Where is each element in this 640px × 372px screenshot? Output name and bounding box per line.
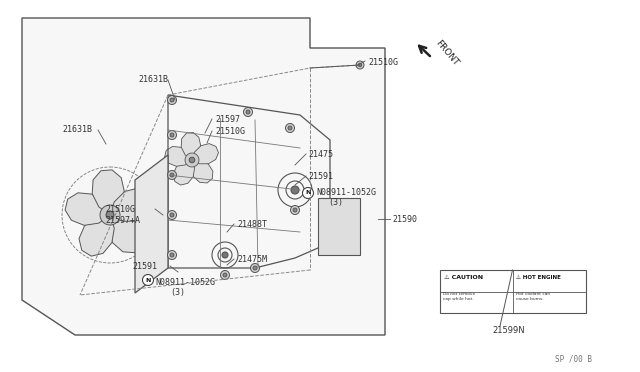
Text: 21599N: 21599N bbox=[492, 326, 525, 335]
Circle shape bbox=[168, 96, 177, 105]
Text: 21510G: 21510G bbox=[368, 58, 398, 67]
Text: 21631B: 21631B bbox=[62, 125, 92, 134]
Circle shape bbox=[170, 173, 174, 177]
Circle shape bbox=[168, 211, 177, 219]
Text: N08911-1052G: N08911-1052G bbox=[316, 188, 376, 197]
Text: ⚠ HOT ENGINE: ⚠ HOT ENGINE bbox=[515, 275, 561, 279]
Circle shape bbox=[168, 131, 177, 140]
Text: 21597+A: 21597+A bbox=[105, 216, 140, 225]
Text: FRONT: FRONT bbox=[434, 38, 461, 68]
Circle shape bbox=[291, 186, 299, 194]
Polygon shape bbox=[194, 144, 218, 164]
Circle shape bbox=[356, 61, 364, 69]
Circle shape bbox=[253, 266, 257, 270]
Polygon shape bbox=[79, 217, 115, 256]
Text: N: N bbox=[305, 190, 310, 196]
Polygon shape bbox=[191, 160, 213, 183]
Text: 21475: 21475 bbox=[308, 150, 333, 159]
Polygon shape bbox=[113, 188, 154, 221]
Circle shape bbox=[170, 253, 174, 257]
Text: N: N bbox=[145, 278, 150, 282]
Circle shape bbox=[143, 275, 154, 285]
Text: 21631B: 21631B bbox=[138, 75, 168, 84]
Circle shape bbox=[358, 63, 362, 67]
Circle shape bbox=[170, 213, 174, 217]
Text: 21510G: 21510G bbox=[105, 205, 135, 214]
Text: ⚠ CAUTION: ⚠ CAUTION bbox=[444, 275, 483, 279]
Polygon shape bbox=[318, 198, 360, 255]
Polygon shape bbox=[65, 193, 106, 225]
Circle shape bbox=[291, 205, 300, 215]
Polygon shape bbox=[92, 170, 124, 209]
Polygon shape bbox=[181, 132, 201, 156]
FancyBboxPatch shape bbox=[440, 269, 586, 312]
Text: Do not remove
cap while hot.: Do not remove cap while hot. bbox=[443, 292, 476, 301]
Circle shape bbox=[303, 187, 314, 199]
Circle shape bbox=[170, 133, 174, 137]
Circle shape bbox=[185, 153, 199, 167]
Circle shape bbox=[189, 157, 195, 163]
Circle shape bbox=[293, 208, 297, 212]
Text: 21475M: 21475M bbox=[237, 255, 267, 264]
Circle shape bbox=[223, 273, 227, 277]
Circle shape bbox=[168, 170, 177, 180]
Circle shape bbox=[221, 270, 230, 279]
Circle shape bbox=[246, 110, 250, 114]
Circle shape bbox=[170, 98, 174, 102]
Text: 21510G: 21510G bbox=[215, 127, 245, 136]
Text: N08911-1052G: N08911-1052G bbox=[155, 278, 215, 287]
Circle shape bbox=[222, 252, 228, 258]
Text: SP /00 B: SP /00 B bbox=[555, 355, 592, 364]
Circle shape bbox=[168, 250, 177, 260]
Circle shape bbox=[243, 108, 253, 116]
Polygon shape bbox=[108, 215, 145, 253]
Text: Hot coolant can
cause burns.: Hot coolant can cause burns. bbox=[515, 292, 550, 301]
Text: 21590: 21590 bbox=[392, 215, 417, 224]
Circle shape bbox=[288, 126, 292, 130]
Circle shape bbox=[106, 211, 114, 219]
Circle shape bbox=[285, 124, 294, 132]
Text: (3): (3) bbox=[170, 288, 185, 297]
Text: (3): (3) bbox=[328, 198, 343, 207]
Circle shape bbox=[250, 263, 259, 273]
Circle shape bbox=[100, 205, 120, 225]
Polygon shape bbox=[22, 18, 385, 335]
Text: 21591: 21591 bbox=[308, 172, 333, 181]
Polygon shape bbox=[173, 161, 195, 185]
Polygon shape bbox=[164, 147, 189, 166]
Text: 21591: 21591 bbox=[132, 262, 157, 271]
Text: 21488T: 21488T bbox=[237, 220, 267, 229]
Text: 21597: 21597 bbox=[215, 115, 240, 124]
Polygon shape bbox=[135, 155, 168, 293]
